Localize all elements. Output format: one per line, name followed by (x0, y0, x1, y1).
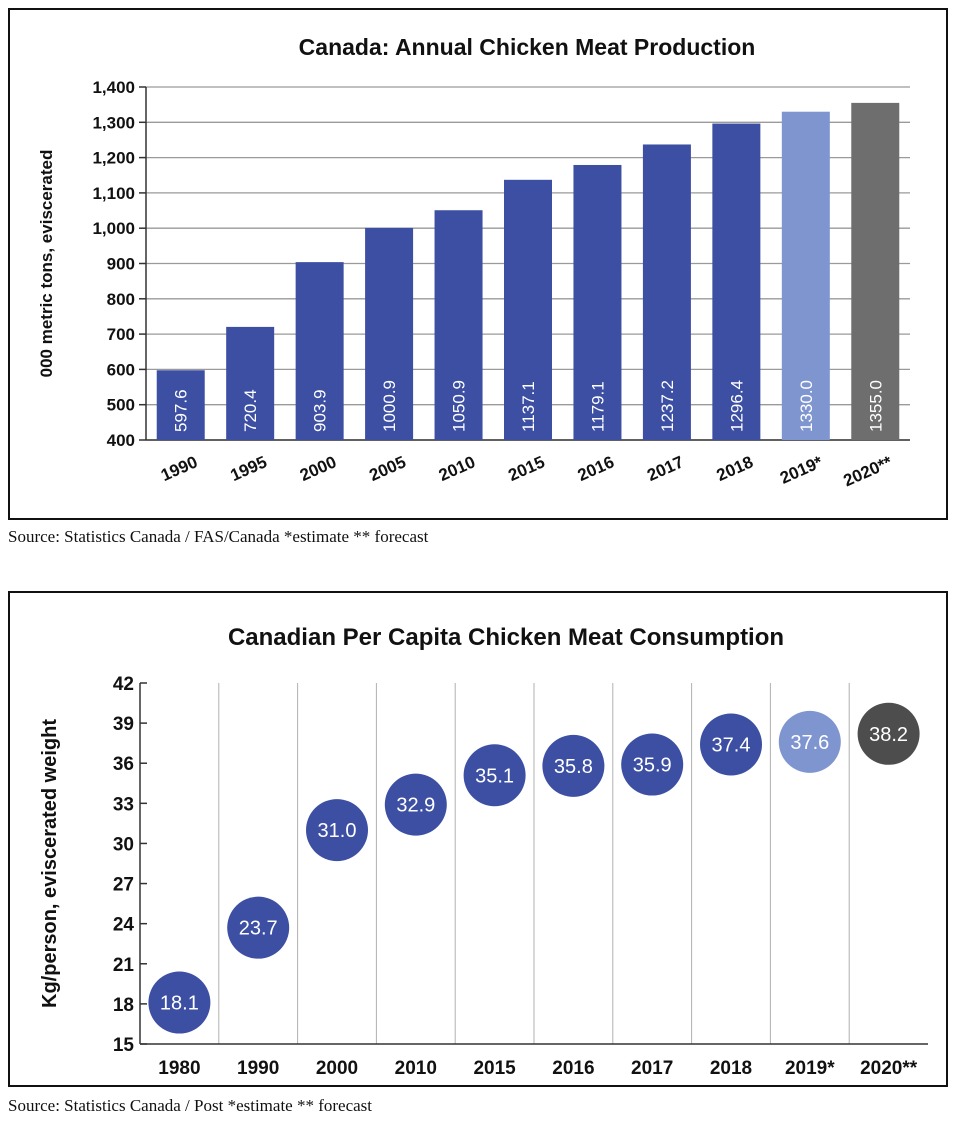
y-tick-label: 30 (113, 834, 134, 855)
y-tick-label: 42 (113, 674, 134, 695)
consumption-source-note: Source: Statistics Canada / Post *estima… (8, 1096, 373, 1115)
bubble-value-label: 37.4 (712, 735, 751, 757)
bubble-2010 (384, 773, 447, 836)
x-tick-label: 1990 (158, 452, 200, 485)
y-tick-label: 18 (113, 995, 134, 1016)
bar-2010 (434, 210, 483, 440)
bubble-1980 (148, 971, 211, 1034)
bar-2017 (642, 144, 691, 441)
bubble-value-label: 35.8 (554, 756, 593, 778)
bar-1990 (156, 370, 205, 440)
production-source-note: Source: Statistics Canada / FAS/Canada *… (8, 527, 429, 546)
bar-value-label: 1050.9 (450, 380, 469, 432)
y-tick-label: 400 (107, 431, 135, 450)
y-axis-label: Kg/person, eviscerated weight (39, 719, 61, 1008)
x-tick-label: 2000 (297, 452, 339, 485)
x-tick-label: 1980 (158, 1058, 200, 1079)
bubble-2017 (621, 733, 684, 796)
bar-2020** (851, 102, 900, 440)
bar-value-label: 1296.4 (727, 380, 746, 432)
x-tick-label: 2016 (552, 1058, 594, 1079)
x-tick-label: 2019* (785, 1058, 835, 1079)
y-tick-label: 1,300 (92, 113, 135, 132)
y-tick-label: 900 (107, 255, 135, 274)
x-tick-label: 2017 (631, 1058, 673, 1079)
bar-value-label: 903.9 (311, 389, 330, 432)
y-tick-label: 24 (113, 915, 135, 936)
x-tick-label: 2010 (395, 1058, 437, 1079)
bubble-value-label: 18.1 (160, 993, 199, 1015)
bar-2000 (295, 262, 344, 440)
bubble-2000 (306, 799, 368, 862)
bubble-2019* (778, 710, 841, 773)
bar-value-label: 1355.0 (866, 380, 885, 432)
x-tick-label: 2018 (714, 452, 756, 485)
y-tick-label: 800 (107, 290, 135, 309)
bubble-2020** (857, 702, 920, 765)
bar-1995 (226, 326, 275, 440)
x-tick-label: 2016 (575, 452, 617, 485)
bar-2015 (504, 179, 552, 440)
bubble-2018 (700, 713, 762, 776)
bar-value-label: 1330.0 (797, 380, 816, 432)
x-tick-label: 2000 (316, 1058, 358, 1079)
x-tick-label: 2020** (860, 1058, 918, 1079)
bar-value-label: 597.6 (172, 389, 191, 432)
bubble-value-label: 35.9 (633, 755, 672, 777)
consumption-chart-panel: Canadian Per Capita Chicken Meat Consump… (8, 591, 948, 1087)
bar-value-label: 1000.9 (380, 380, 399, 432)
y-tick-label: 27 (113, 875, 134, 896)
production-chart-panel: Canada: Annual Chicken Meat Production 40… (8, 8, 948, 520)
bubble-2016 (542, 734, 605, 797)
y-tick-label: 39 (113, 714, 134, 735)
y-tick-label: 700 (107, 325, 135, 344)
x-tick-label: 2005 (366, 452, 408, 485)
chart-title: Canada: Annual Chicken Meat Production (299, 34, 756, 60)
bar-2018 (712, 123, 761, 440)
y-tick-label: 600 (107, 360, 135, 379)
y-tick-label: 1,000 (92, 219, 135, 238)
bubble-value-label: 23.7 (239, 918, 278, 940)
y-axis-label: 000 metric tons, eviscerated (37, 150, 56, 378)
production-bar-chart: Canada: Annual Chicken Meat Production 40… (37, 34, 910, 490)
bar-value-label: 1137.1 (519, 381, 538, 432)
bubble-value-label: 32.9 (396, 795, 435, 817)
bar-value-label: 1237.2 (658, 380, 677, 432)
x-tick-label: 2019* (777, 452, 826, 488)
y-tick-label: 36 (113, 754, 134, 775)
x-tick-label: 2010 (436, 452, 478, 485)
y-tick-label: 21 (113, 955, 135, 976)
bubble-value-label: 35.1 (475, 765, 514, 787)
x-tick-label: 2017 (644, 452, 686, 485)
x-tick-label: 2015 (473, 1058, 516, 1079)
bar-2019* (781, 111, 830, 441)
y-tick-label: 33 (113, 794, 134, 815)
consumption-bubble-chart: Canadian Per Capita Chicken Meat Consump… (39, 624, 928, 1079)
bubble-value-label: 31.0 (318, 820, 357, 842)
bar-value-label: 720.4 (241, 389, 260, 432)
chart-title: Canadian Per Capita Chicken Meat Consump… (228, 624, 784, 651)
x-tick-label: 2020** (841, 452, 896, 490)
bar-value-label: 1179.1 (588, 381, 607, 432)
bar-2005 (365, 227, 414, 440)
bubble-1990 (227, 896, 290, 959)
x-tick-label: 1995 (228, 452, 270, 485)
x-tick-label: 2018 (710, 1058, 752, 1079)
y-tick-label: 15 (113, 1035, 135, 1056)
bubble-2015 (463, 744, 526, 807)
y-tick-label: 1,400 (92, 78, 135, 97)
x-tick-label: 2015 (505, 452, 547, 485)
x-tick-label: 1990 (237, 1058, 279, 1079)
bubble-value-label: 37.6 (790, 732, 829, 754)
y-tick-label: 1,100 (92, 184, 135, 203)
y-tick-label: 500 (107, 396, 135, 415)
bar-2016 (573, 164, 622, 440)
y-tick-label: 1,200 (92, 149, 135, 168)
bubble-value-label: 38.2 (869, 724, 908, 746)
